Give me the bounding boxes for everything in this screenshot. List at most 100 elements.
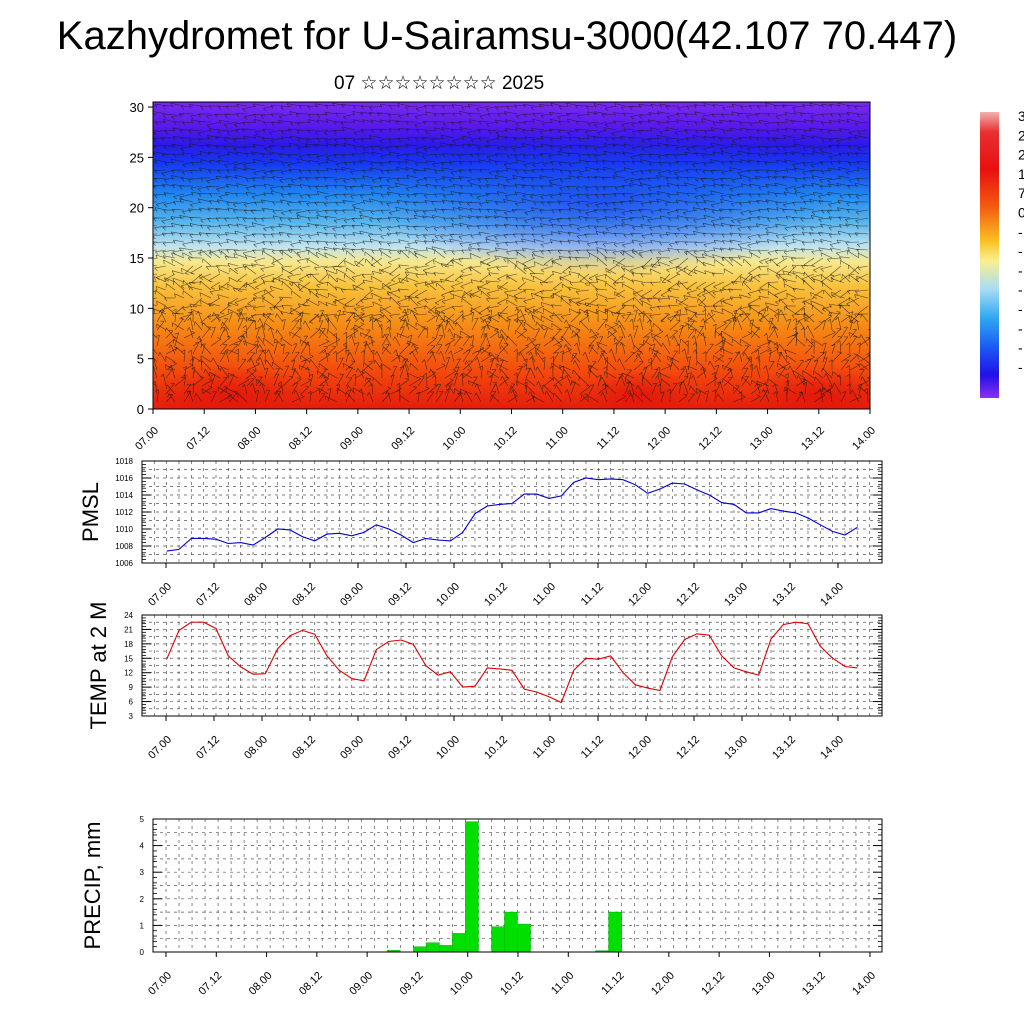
wind-barb-flag (233, 209, 236, 214)
wind-barb (405, 144, 419, 147)
wind-barb (785, 112, 797, 115)
wind-barb-flag (443, 218, 447, 222)
wind-barb (179, 247, 194, 251)
wind-barb-flag (233, 167, 236, 172)
wind-barb-flag (441, 127, 444, 132)
wind-barb (416, 128, 428, 131)
wind-barb (578, 159, 590, 163)
wind-barb-flag (279, 116, 283, 120)
wind-barb-flag (812, 147, 816, 152)
wind-barb-flag (388, 212, 393, 216)
wind-barb-flag (629, 183, 632, 188)
wind-barb-flag (659, 208, 662, 213)
wind-barb-flag (514, 191, 517, 196)
wind-barb (253, 113, 266, 116)
wind-barb (441, 161, 455, 164)
wind-barb-flag (496, 135, 499, 140)
wind-barb (532, 161, 545, 165)
wind-barb (170, 158, 185, 163)
wind-barb (576, 193, 590, 195)
wind-barb-flag (505, 119, 508, 124)
wind-barb (512, 209, 527, 211)
wind-barb-flag (593, 103, 597, 108)
wind-barb (344, 185, 356, 188)
wind-barb-flag (379, 129, 383, 133)
wind-barb-flag (287, 248, 291, 253)
wind-barb (803, 161, 815, 164)
wind-barb (521, 198, 536, 203)
wind-barb (801, 225, 815, 228)
wind-barb-flag (766, 231, 769, 236)
wind-barb (560, 177, 572, 180)
wind-barb-flag (543, 163, 547, 168)
wind-barb-flag (713, 183, 716, 188)
wind-barb (810, 120, 824, 123)
wind-barb-flag (810, 164, 814, 168)
wind-barb-flag (218, 243, 222, 247)
wind-barb-flag (173, 239, 176, 244)
wind-barb (153, 185, 158, 187)
wind-barb-flag (236, 183, 239, 188)
wind-barb-flag (442, 176, 445, 181)
wind-barb-flag (326, 159, 329, 164)
wind-barb (380, 193, 392, 195)
wind-barb-flag (270, 139, 275, 144)
wind-barb (216, 185, 230, 190)
wind-barb-flag (215, 176, 219, 180)
wind-barb-flag (405, 144, 408, 149)
wind-barb (774, 182, 788, 187)
wind-barb-flag (397, 138, 401, 142)
wind-barb (756, 223, 770, 227)
wind-barb-flag (153, 236, 156, 240)
wind-barb-flag (342, 235, 347, 239)
wind-barb-flag (441, 162, 445, 167)
wind-barb (431, 201, 446, 203)
wind-barb-flag (415, 137, 418, 142)
wind-barb-flag (746, 115, 750, 119)
wind-barb (784, 191, 797, 195)
wind-barb-flag (738, 234, 742, 238)
wind-barb (531, 105, 545, 108)
wind-barb-flag (162, 251, 166, 255)
wind-barb (757, 216, 770, 219)
wind-barb (263, 225, 275, 229)
wind-barb-flag (236, 223, 239, 228)
wind-barb (269, 169, 284, 172)
wind-barb-flag (458, 161, 462, 165)
wind-barb-flag (182, 243, 186, 248)
wind-barb-flag (306, 241, 310, 245)
wind-barb (217, 233, 230, 236)
wind-barb-flag (225, 232, 228, 237)
wind-barb-flag (704, 130, 708, 135)
wind-barb-flag (415, 235, 420, 239)
wind-barb-flag (811, 182, 814, 187)
wind-barb-flag (272, 201, 276, 206)
chart-title: Kazhydromet for U-Sairamsu-3000(42.107 7… (56, 14, 958, 58)
wind-barb-flag (701, 115, 706, 120)
wind-barb-flag (559, 170, 563, 174)
wind-barb-flag (369, 239, 372, 244)
wind-barb-flag (801, 227, 805, 231)
wind-barb-flag (749, 136, 752, 141)
wind-barb-flag (380, 235, 384, 240)
wind-barb (776, 145, 788, 148)
wind-barb (812, 175, 824, 179)
wind-barb (515, 224, 527, 227)
wind-barb-flag (521, 198, 524, 203)
wind-barb-flag (234, 175, 237, 180)
wind-barb (623, 151, 635, 155)
wind-barb-flag (243, 210, 247, 214)
wind-barb-flag (756, 200, 759, 204)
wind-barb (353, 177, 365, 179)
wind-barb (792, 161, 806, 165)
wind-barb-flag (532, 147, 537, 151)
wind-barb (827, 129, 842, 132)
wind-barb (353, 207, 365, 211)
wind-barb-flag (612, 202, 616, 206)
wind-barb (236, 216, 248, 219)
wind-barb-flag (352, 232, 356, 237)
wind-barb (802, 169, 815, 173)
wind-barb (837, 200, 851, 203)
wind-barb (163, 241, 176, 244)
wind-barb-flag (334, 210, 338, 215)
